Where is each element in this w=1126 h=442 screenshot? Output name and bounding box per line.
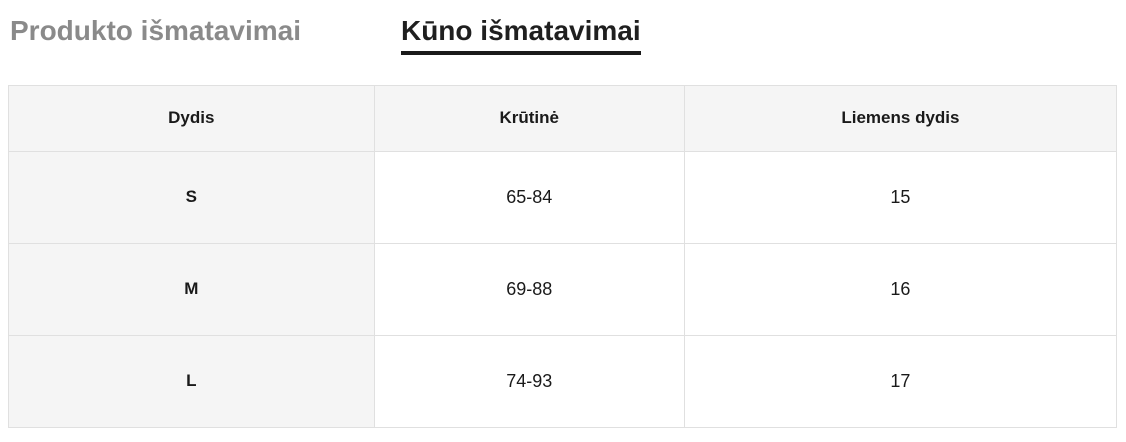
measurement-tabs: Produkto išmatavimai Kūno išmatavimai — [0, 0, 1126, 55]
size-cell: S — [8, 150, 375, 244]
column-header-liemens-dydis: Liemens dydis — [683, 84, 1118, 152]
chest-cell: 65-84 — [373, 150, 685, 244]
table-row-m: M 69-88 16 — [8, 242, 1118, 336]
tab-kuno-ismatavimai[interactable]: Kūno išmatavimai — [400, 15, 641, 55]
column-header-dydis: Dydis — [8, 84, 375, 152]
waist-cell: 17 — [683, 334, 1118, 428]
size-cell: M — [8, 242, 375, 336]
tab-produkto-ismatavimai[interactable]: Produkto išmatavimai — [10, 15, 301, 46]
chest-cell: 74-93 — [373, 334, 685, 428]
table-header-row: Dydis Krūtinė Liemens dydis — [8, 84, 1118, 152]
column-header-krutine: Krūtinė — [373, 84, 685, 152]
size-table: Dydis Krūtinė Liemens dydis S 65-84 15 M… — [8, 84, 1118, 428]
table-row-s: S 65-84 15 — [8, 150, 1118, 244]
waist-cell: 16 — [683, 242, 1118, 336]
size-cell: L — [8, 334, 375, 428]
waist-cell: 15 — [683, 150, 1118, 244]
chest-cell: 69-88 — [373, 242, 685, 336]
table-row-l: L 74-93 17 — [8, 334, 1118, 428]
